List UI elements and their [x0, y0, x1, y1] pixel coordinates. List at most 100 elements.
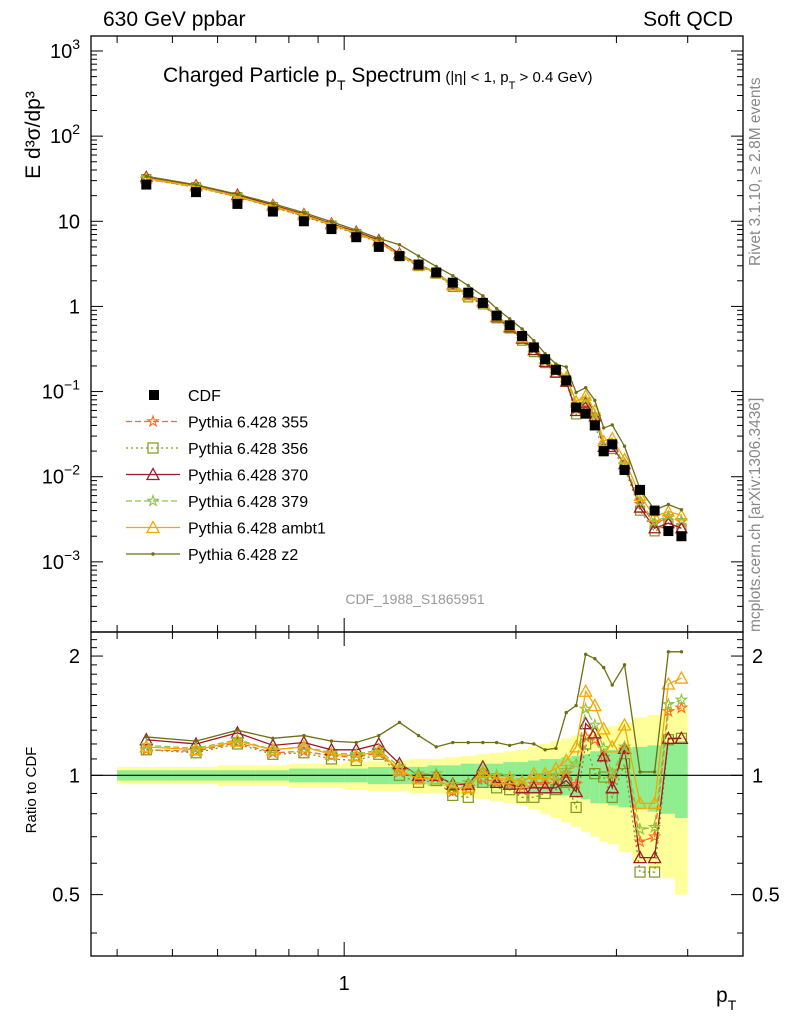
- ratio-marker: [602, 665, 606, 670]
- ratio-tick-label-left: 0.5: [52, 885, 80, 907]
- ratio-marker: [617, 740, 632, 754]
- ratio-marker: [593, 656, 597, 661]
- x-tick-label: 1: [339, 973, 350, 995]
- ratio-marker: [578, 683, 593, 697]
- main-marker: [610, 423, 614, 427]
- ratio-marker: [559, 773, 574, 787]
- cdf-point: [373, 241, 384, 252]
- ratio-marker: [324, 746, 339, 760]
- cdf-point: [477, 297, 488, 308]
- ratio-marker: [652, 770, 657, 774]
- ratio-marker: [632, 795, 648, 809]
- y-tick-label: 102: [50, 121, 80, 148]
- ratio-marker: [578, 701, 593, 715]
- ratio-series: [139, 650, 689, 878]
- ratio-marker: [605, 766, 620, 780]
- cdf-data: [141, 179, 687, 542]
- x-axis-label: pT: [716, 984, 737, 1013]
- main-marker: [622, 444, 627, 448]
- ratio-marker: [296, 739, 311, 753]
- ratio-tick-label-right: 0.5: [752, 885, 780, 907]
- cdf-point: [431, 267, 442, 278]
- x-axis-label-sub: T: [728, 997, 737, 1013]
- chart-title: Charged Particle pT Spectrum (|η| < 1, p…: [163, 64, 592, 93]
- analysis-id: CDF_1988_S1865951: [345, 591, 485, 607]
- main-marker: [302, 211, 306, 215]
- ratio-marker: [526, 766, 541, 780]
- y-tick-exp: −2: [64, 462, 80, 478]
- main-marker: [597, 434, 611, 447]
- y-tick-label: 10: [58, 211, 80, 233]
- legend-label: Pythia 6.428 ambt1: [188, 521, 326, 538]
- ratio-marker: [265, 742, 280, 756]
- main-marker: [507, 317, 512, 321]
- cdf-point: [571, 402, 582, 413]
- ratio-marker: [461, 775, 476, 789]
- band-inner: [661, 743, 675, 814]
- ratio-marker: [647, 850, 662, 864]
- cdf-point: [491, 310, 502, 321]
- cdf-point: [504, 320, 515, 331]
- header-left: 630 GeV ppbar: [103, 8, 246, 31]
- ratio-series-5: [144, 650, 684, 774]
- cdf-point: [589, 420, 600, 431]
- main-marker: [271, 201, 275, 206]
- cdf-point: [540, 354, 551, 365]
- ratio-marker: [144, 735, 148, 739]
- ratio-marker: [647, 795, 662, 809]
- main-marker: [633, 500, 647, 513]
- main-marker: [564, 365, 568, 369]
- ratio-marker: [674, 700, 689, 714]
- ratio-marker: [271, 736, 275, 741]
- main-marker: [520, 327, 524, 331]
- ratio-marker: [475, 764, 490, 778]
- chart-title-sub: T: [337, 77, 346, 93]
- chart-title-main: Charged Particle p: [163, 64, 337, 87]
- cdf-point: [550, 364, 561, 375]
- legend: CDF Pythia 6.428 355 Pythia 6.428 356 Pythi…: [126, 388, 326, 564]
- main-marker: [633, 489, 647, 502]
- ratio-marker: [587, 698, 602, 712]
- ratio-marker: [526, 780, 541, 794]
- y-tick-exp: 2: [72, 121, 80, 137]
- ratio-marker: [377, 733, 381, 738]
- ratio-marker: [679, 650, 684, 654]
- ratio-marker: [434, 745, 438, 749]
- chart-title-cut-sub: T: [509, 80, 516, 92]
- y-tick-label: 10−1: [42, 377, 80, 404]
- ratio-marker: [445, 780, 460, 794]
- ratio-axis-label: Ratio to CDF: [23, 747, 40, 834]
- ratio-marker: [605, 780, 620, 794]
- cdf-point: [676, 531, 687, 542]
- main-marker: [679, 507, 684, 512]
- cdf-point: [326, 224, 337, 235]
- cdf-point: [413, 259, 424, 270]
- side-label-rivet: Rivet 3.1.10, ≥ 2.8M events: [747, 77, 764, 266]
- ratio-marker: [532, 742, 536, 746]
- main-marker: [494, 306, 499, 311]
- chart-title-rest: Spectrum: [346, 64, 442, 87]
- ratio-marker: [564, 710, 568, 715]
- main-marker: [648, 514, 662, 528]
- cdf-point: [607, 439, 618, 450]
- main-marker: [583, 385, 588, 390]
- band-inner: [528, 760, 540, 792]
- legend-label: Pythia 6.428 356: [188, 441, 308, 458]
- ratio-marker: [429, 766, 444, 780]
- legend-marker: [145, 467, 161, 481]
- main-marker: [377, 236, 381, 241]
- main-marker: [574, 390, 578, 395]
- y-tick-exp: −1: [64, 377, 80, 393]
- y-tick-base: 1: [69, 296, 80, 318]
- band-inner: [580, 754, 591, 800]
- cdf-point: [517, 330, 528, 341]
- main-marker: [416, 254, 421, 258]
- cdf-point: [267, 206, 278, 217]
- ratio-marker: [647, 819, 662, 834]
- ratio-marker: [411, 766, 426, 780]
- y-axis-label: E d³σ/dp³: [22, 91, 45, 179]
- legend-label: Pythia 6.428 370: [188, 468, 308, 485]
- main-marker: [481, 294, 485, 298]
- ratio-marker: [569, 756, 584, 770]
